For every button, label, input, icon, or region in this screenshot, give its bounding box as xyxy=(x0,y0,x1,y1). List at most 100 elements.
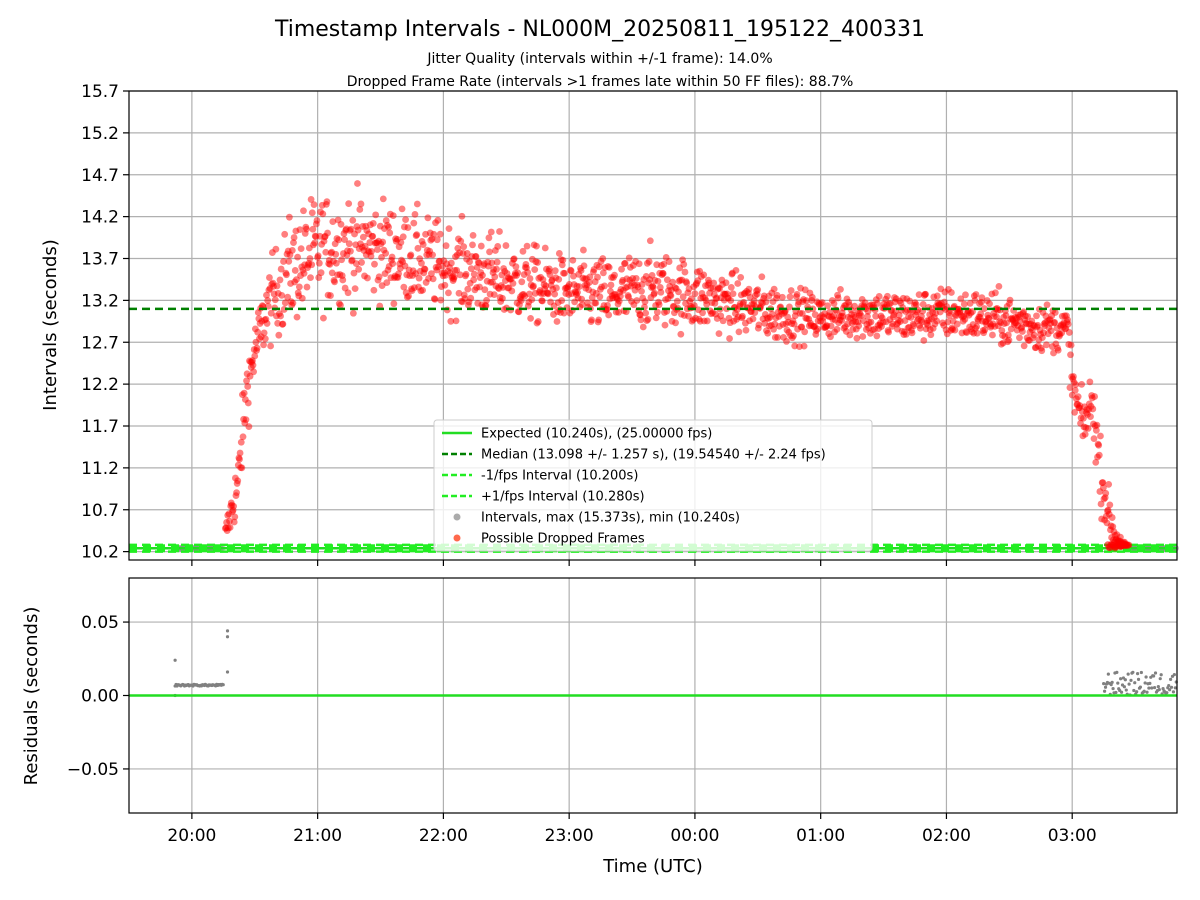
dropped-frame-point xyxy=(277,265,285,273)
residual-outlier-point xyxy=(173,658,177,662)
dropped-frame-point xyxy=(291,267,299,274)
dropped-frame-point xyxy=(281,299,289,307)
dropped-frame-point xyxy=(1047,327,1055,335)
dropped-frame-point xyxy=(397,239,405,246)
dropped-frame-point xyxy=(864,313,871,320)
residual-point xyxy=(1129,678,1133,682)
dropped-frame-point xyxy=(742,326,750,334)
dropped-frame-point xyxy=(518,278,526,286)
dropped-frame-point xyxy=(705,279,713,287)
dropped-frame-point xyxy=(660,260,668,268)
dropped-frame-point xyxy=(1084,425,1092,432)
dropped-frame-point xyxy=(315,259,323,267)
dropped-frame-point xyxy=(801,328,809,336)
x-axis-label: Time (UTC) xyxy=(602,856,703,877)
dropped-frame-point xyxy=(814,325,821,333)
dropped-frame-point xyxy=(754,286,762,294)
dropped-frame-point xyxy=(418,259,425,267)
residual-outlier-point xyxy=(225,629,230,633)
dropped-frame-point xyxy=(466,258,473,266)
residual-point xyxy=(1152,674,1156,678)
dropped-frame-point xyxy=(740,298,748,306)
dropped-frame-point xyxy=(546,271,554,279)
dropped-frame-point xyxy=(371,260,378,268)
top-y-tick-label: 15.2 xyxy=(81,124,119,144)
legend-median-label: Median (13.098 +/- 1.257 s), (19.54540 +… xyxy=(481,448,826,463)
dropped-frame-point xyxy=(1002,312,1010,319)
dropped-frame-point xyxy=(347,247,354,255)
dropped-frame-point xyxy=(337,220,345,228)
dropped-frame-point xyxy=(328,269,336,277)
dropped-frame-point xyxy=(621,259,629,267)
dropped-frame-point xyxy=(667,292,675,300)
dropped-frame-point xyxy=(588,316,596,324)
dropped-frame-point xyxy=(541,244,549,252)
expected-band-marker xyxy=(297,544,305,553)
dropped-frame-point xyxy=(1030,331,1038,339)
dropped-frame-point xyxy=(764,329,772,337)
dropped-frame-point xyxy=(895,311,903,319)
dropped-frame-point xyxy=(585,279,593,286)
dropped-frame-point xyxy=(632,274,640,282)
bottom-y-tick-label: −0.05 xyxy=(67,760,119,780)
dropped-frame-point xyxy=(973,329,981,337)
expected-band-marker xyxy=(143,544,151,553)
dropped-frame-point xyxy=(405,292,412,300)
dropped-frame-point xyxy=(595,263,603,271)
dropped-frame-point xyxy=(908,329,916,337)
top-y-tick-label: 12.7 xyxy=(81,333,119,353)
expected-band-marker xyxy=(367,544,375,553)
dropped-frame-point xyxy=(350,269,358,277)
dropped-frame-point xyxy=(978,294,986,302)
top-panel-ylabel: Intervals (seconds) xyxy=(40,239,61,411)
bottom-y-tick-label: 0.05 xyxy=(81,613,119,633)
expected-band-marker xyxy=(227,544,235,553)
dropped-frame-point xyxy=(307,274,314,281)
dropped-frame-point xyxy=(278,291,286,299)
dropped-frame-point xyxy=(429,251,436,259)
expected-band-marker xyxy=(871,544,879,553)
dropped-frame-point xyxy=(1020,342,1028,350)
dropped-frame-point xyxy=(499,294,506,302)
residual-point xyxy=(1103,685,1108,689)
residual-point xyxy=(1132,688,1136,693)
residual-point xyxy=(1111,686,1115,691)
expected-band-marker xyxy=(969,544,977,553)
dropped-frame-point xyxy=(308,209,316,217)
dropped-frame-point xyxy=(496,228,503,235)
dropped-frame-point xyxy=(482,302,490,310)
dropped-frame-point xyxy=(264,297,272,304)
dropped-frame-point xyxy=(230,518,238,526)
top-y-tick-label: 13.7 xyxy=(81,250,119,270)
dropped-frame-point xyxy=(233,489,240,497)
expected-band-marker xyxy=(395,544,403,553)
dropped-frame-point xyxy=(261,335,269,343)
expected-band-marker xyxy=(353,544,361,553)
residual-point xyxy=(1136,677,1141,682)
dropped-frame-point xyxy=(354,226,362,234)
dropped-frame-point xyxy=(1081,430,1089,438)
chart-title: Timestamp Intervals - NL000M_20250811_19… xyxy=(274,17,925,42)
dropped-frame-point xyxy=(510,255,518,263)
dropped-frame-point xyxy=(483,296,490,304)
expected-band-marker xyxy=(941,544,949,553)
dropped-frame-point xyxy=(445,225,453,233)
dropped-frame-point xyxy=(1087,413,1094,421)
dropped-frame-point xyxy=(300,207,307,215)
residual-point xyxy=(1173,686,1177,690)
expected-band-marker xyxy=(997,544,1005,553)
dropped-frame-point xyxy=(973,323,981,330)
dropped-frame-point xyxy=(715,330,723,338)
dropped-frame-point xyxy=(280,258,287,265)
dropped-frame-point xyxy=(366,239,374,246)
dropped-frame-point xyxy=(306,255,314,262)
dropped-frame-point xyxy=(437,296,445,304)
dropped-frame-point xyxy=(1018,328,1026,335)
dropped-frame-point xyxy=(1005,336,1013,344)
dropped-frame-point xyxy=(755,321,763,329)
x-tick-label: 03:00 xyxy=(1048,826,1097,846)
dropped-frame-point xyxy=(455,289,463,297)
dropped-frame-point xyxy=(553,284,560,292)
dropped-frame-point xyxy=(837,285,844,293)
